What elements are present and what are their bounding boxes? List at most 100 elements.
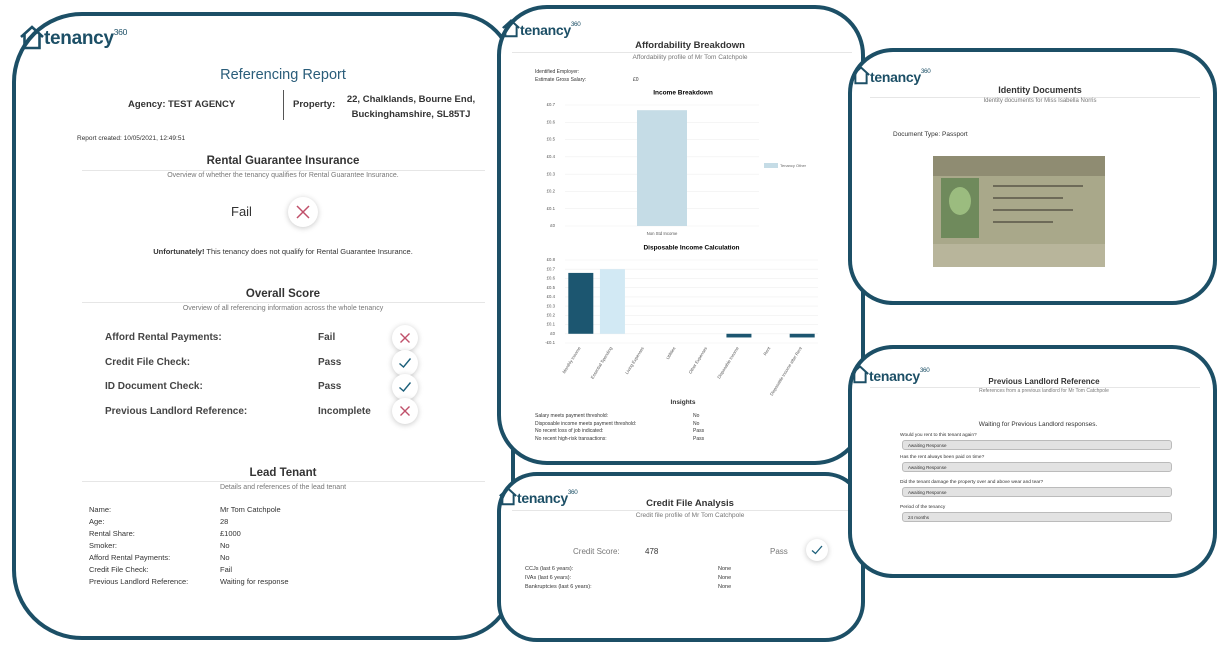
y-tick-label: £0.6: [547, 276, 556, 281]
tenant-value: Waiting for response: [220, 577, 289, 586]
agency: TEST AGENCY: [168, 99, 236, 110]
rule: [512, 52, 852, 53]
card-subtitle: Affordability profile of Mr Tom Catchpol…: [632, 54, 748, 61]
logo: tenancy 360: [499, 486, 578, 506]
landlord-card: [848, 345, 1217, 578]
y-tick-label: £0.5: [547, 137, 556, 142]
credit-card: [497, 472, 865, 642]
logo-name: tenancy: [44, 28, 114, 49]
bar: [726, 333, 752, 338]
report-card: [12, 12, 515, 640]
section-subtitle: Details and references of the lead tenan…: [219, 484, 347, 491]
bar: [599, 269, 625, 334]
tenant-label: Credit File Check:: [89, 565, 149, 574]
passport-image: [933, 156, 1105, 267]
tenant-label: Afford Rental Payments:: [89, 553, 171, 562]
x-tick-label: Disposable Income: [716, 345, 740, 379]
rule: [512, 510, 852, 511]
logo-icon: [499, 487, 517, 506]
chart-title: Income Breakdown: [653, 90, 713, 97]
logo-icon: [851, 365, 869, 384]
y-tick-label: -£0.1: [545, 340, 555, 345]
credit-result: Pass: [770, 547, 788, 556]
card-title: Affordability Breakdown: [635, 40, 745, 51]
x-tick-label: Other Expenses: [688, 346, 709, 375]
rule: [82, 481, 485, 482]
property: 22, Chalklands, Bourne End, Buckinghamsh…: [346, 94, 476, 120]
tenant-value: 28: [220, 517, 229, 526]
tenant-label: Name:: [89, 505, 112, 514]
rule: [870, 387, 1200, 388]
card-subtitle: References from a previous landlord for …: [979, 388, 1109, 394]
tenant-label: Rental Share:: [89, 529, 135, 538]
section-subtitle: Overview of whether the tenancy qualifie…: [167, 172, 399, 179]
chart-title: Disposable Income Calculation: [643, 245, 739, 252]
logo-icon: [852, 66, 870, 85]
score: 478: [645, 547, 659, 556]
logo-suffix: 360: [113, 27, 128, 37]
y-tick-label: £0.4: [547, 294, 556, 299]
tenant-value: £1000: [220, 529, 241, 538]
answer-box: Awaiting Response: [902, 440, 1172, 450]
score-label: Afford Rental Payments:: [105, 332, 222, 343]
score-label: ID Document Check:: [105, 381, 203, 392]
logo-suffix: 360: [567, 489, 578, 496]
y-tick-label: £0.7: [547, 102, 556, 107]
logo: tenancy 360: [852, 65, 931, 85]
question: Did the tenant damage the property over …: [900, 480, 1044, 485]
cross-icon: [288, 197, 318, 227]
note-text: This tenancy does not qualify for Rental…: [206, 247, 413, 256]
logo: tenancy 360: [502, 18, 581, 38]
tenant-value: Fail: [220, 565, 233, 574]
bar: [568, 272, 594, 334]
card-title: Identity Documents: [998, 85, 1082, 95]
y-tick-label: £0.1: [547, 206, 556, 211]
score-status: Fail: [318, 332, 336, 343]
bar: [637, 110, 687, 226]
rgi-result: Fail: [231, 204, 252, 219]
answer-box: Awaiting Response: [902, 462, 1172, 472]
rule: [82, 170, 485, 171]
y-tick-label: £0.2: [547, 312, 556, 317]
insights-title: Insights: [670, 399, 696, 406]
card-title: Credit File Analysis: [646, 498, 734, 509]
salary-label: Estimate Gross Salary:: [535, 77, 587, 83]
check-icon: [392, 350, 418, 376]
insight-value: No: [693, 420, 700, 427]
answer-box: 24 months: [902, 512, 1172, 522]
tenant-label: Smoker:: [89, 541, 117, 550]
logo-suffix: 360: [570, 21, 581, 28]
report-title: Referencing Report: [220, 67, 346, 83]
created: Report created: 10/05/2021, 12:49:51: [77, 135, 186, 142]
section-subtitle: Overview of all referencing information …: [182, 305, 384, 312]
cross-icon: [392, 325, 418, 351]
cross-icon: [392, 398, 418, 424]
rgi-note: Unfortunately! This tenancy does not qua…: [153, 247, 413, 256]
x-tick-label: Disposable Income after Rent: [769, 345, 804, 396]
employer-label: Identified Employer:: [535, 69, 580, 75]
tenant-label: Age:: [89, 517, 105, 526]
tenant-value: No: [220, 553, 230, 562]
credit-label: IVAs (last 6 years):: [525, 575, 572, 581]
property-label: Property:: [293, 99, 336, 110]
section-title: Rental Guarantee Insurance: [206, 155, 360, 167]
credit-label: Bankruptcies (last 6 years):: [525, 584, 592, 590]
score-status: Incomplete: [318, 405, 371, 417]
logo-suffix: 360: [920, 68, 931, 75]
legend-label: Tenancy Other: [780, 163, 807, 168]
logo-name: tenancy: [869, 368, 920, 384]
score-status: Pass: [318, 356, 342, 368]
x-tick-label: Non Std Income: [647, 231, 678, 236]
question: Would you rent to this tenant again?: [900, 433, 977, 438]
question: Has the rent always been paid on time?: [900, 455, 985, 460]
tenant-value: No: [220, 541, 230, 550]
logo-name: tenancy: [520, 22, 571, 38]
x-tick-label: Living Expenses: [624, 346, 645, 375]
y-tick-label: £0.8: [547, 257, 556, 262]
tenant-value: Mr Tom Catchpole: [220, 505, 281, 514]
logo-icon: [20, 25, 44, 50]
y-tick-label: £0.1: [547, 322, 556, 327]
card-subtitle: Identity documents for Miss Isabella Nor…: [983, 98, 1097, 104]
